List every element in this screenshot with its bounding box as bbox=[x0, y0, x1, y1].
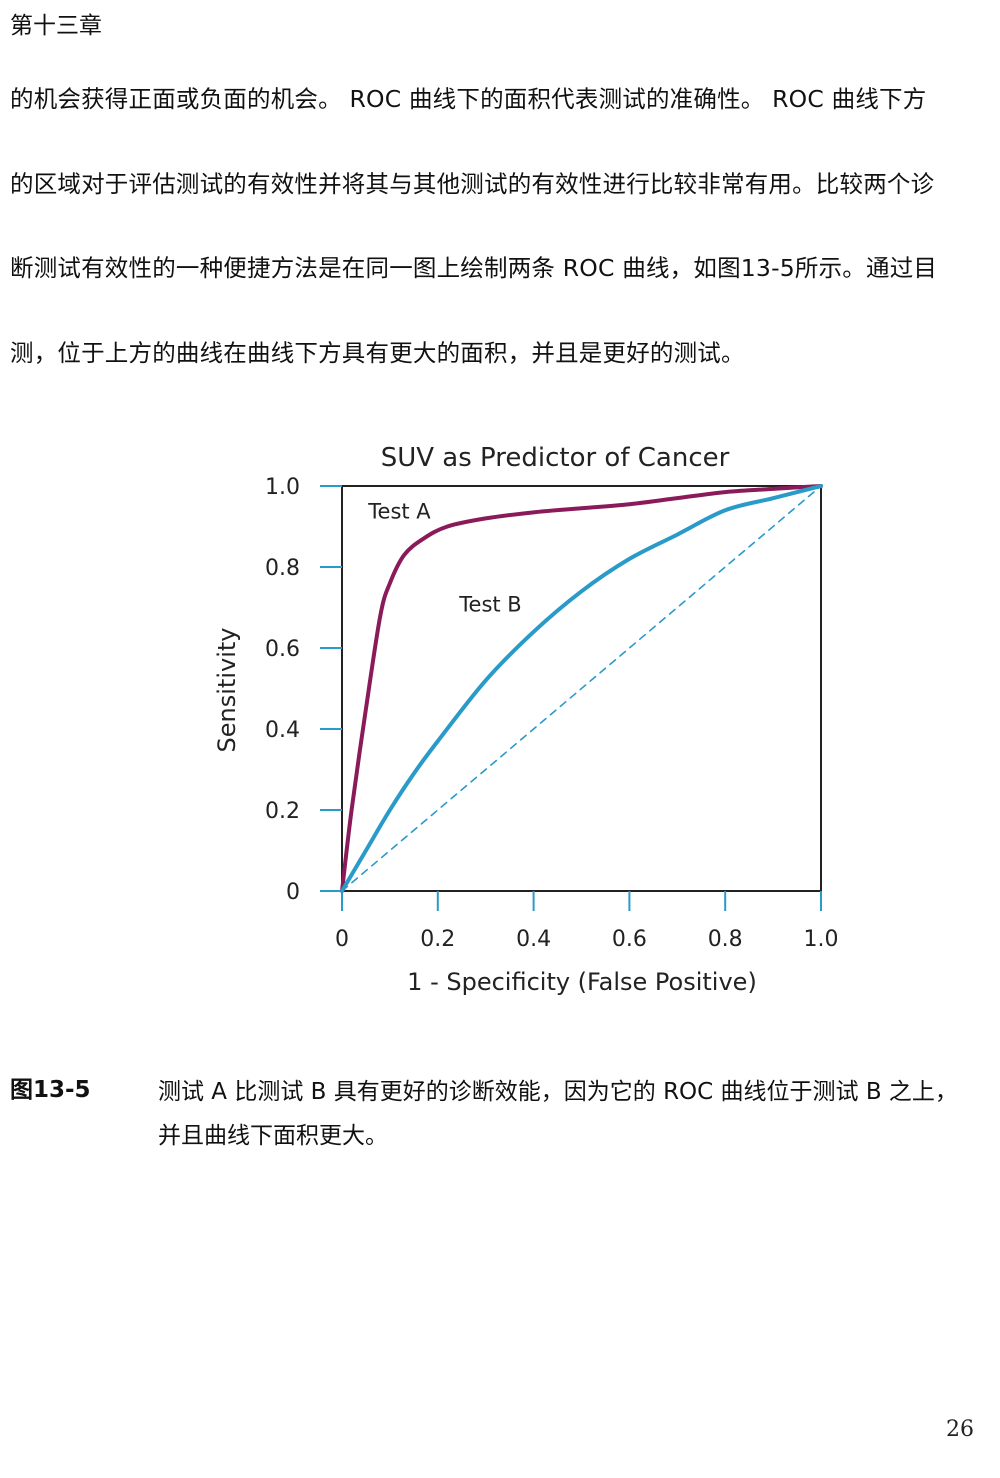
paragraph-line-2: 的区域对于评估测试的有效性并将其与其他测试的有效性进行比较非常有用。比较两个诊 bbox=[10, 170, 935, 198]
paragraph-line-3: 断测试有效性的一种便捷方法是在同一图上绘制两条 ROC 曲线，如图13-5所示。… bbox=[10, 254, 938, 282]
y-tick-label: 0.8 bbox=[265, 556, 300, 581]
series-annotation: Test A bbox=[367, 499, 431, 523]
y-tick-label: 0 bbox=[286, 880, 300, 905]
x-tick-label: 0.4 bbox=[516, 927, 551, 952]
page-number: 26 bbox=[946, 1417, 974, 1442]
x-tick-label: 1.0 bbox=[804, 927, 839, 952]
reference-diagonal-line bbox=[341, 485, 822, 892]
chart-title: SUV as Predictor of Cancer bbox=[381, 443, 730, 473]
series-line-test-b bbox=[340, 484, 823, 893]
y-tick-label: 1.0 bbox=[265, 475, 300, 500]
x-tick-label: 0.8 bbox=[708, 927, 743, 952]
y-tick-label: 0.2 bbox=[265, 799, 300, 824]
y-tick-label: 0.4 bbox=[265, 718, 300, 743]
series-layer bbox=[340, 484, 823, 893]
y-axis-label: Sensitivity bbox=[213, 628, 241, 753]
figure-caption: 测试 A 比测试 B 具有更好的诊断效能，因为它的 ROC 曲线位于测试 B 之… bbox=[158, 1079, 958, 1149]
roc-chart: SUV as Predictor of Cancer Sensitivity 1… bbox=[213, 443, 839, 996]
plot-frame bbox=[341, 485, 822, 892]
x-tick-label: 0.6 bbox=[612, 927, 647, 952]
paragraph-line-4: 测，位于上方的曲线在曲线下方具有更大的面积，并且是更好的测试。 bbox=[10, 339, 745, 367]
series-line-test-a bbox=[340, 484, 823, 893]
chapter-header: 第十三章 bbox=[10, 13, 102, 39]
series-annotation: Test B bbox=[458, 593, 521, 617]
axes-layer: 0 0.2 0.4 0.6 0.8 1.0 0 0.2 0.4 0.6 0.8 1.0 bbox=[265, 475, 839, 952]
x-tick-label: 0.2 bbox=[420, 927, 455, 952]
figure-label: 图13-5 bbox=[10, 1077, 91, 1103]
x-axis-label: 1 - Specificity (False Positive) bbox=[407, 968, 757, 996]
y-tick-label: 0.6 bbox=[265, 637, 300, 662]
annotation-layer: Test A Test B bbox=[367, 499, 521, 616]
x-tick-label: 0 bbox=[335, 927, 349, 952]
paragraph-line-1: 的机会获得正面或负面的机会。 ROC 曲线下的面积代表测试的准确性。 ROC 曲… bbox=[10, 85, 927, 113]
